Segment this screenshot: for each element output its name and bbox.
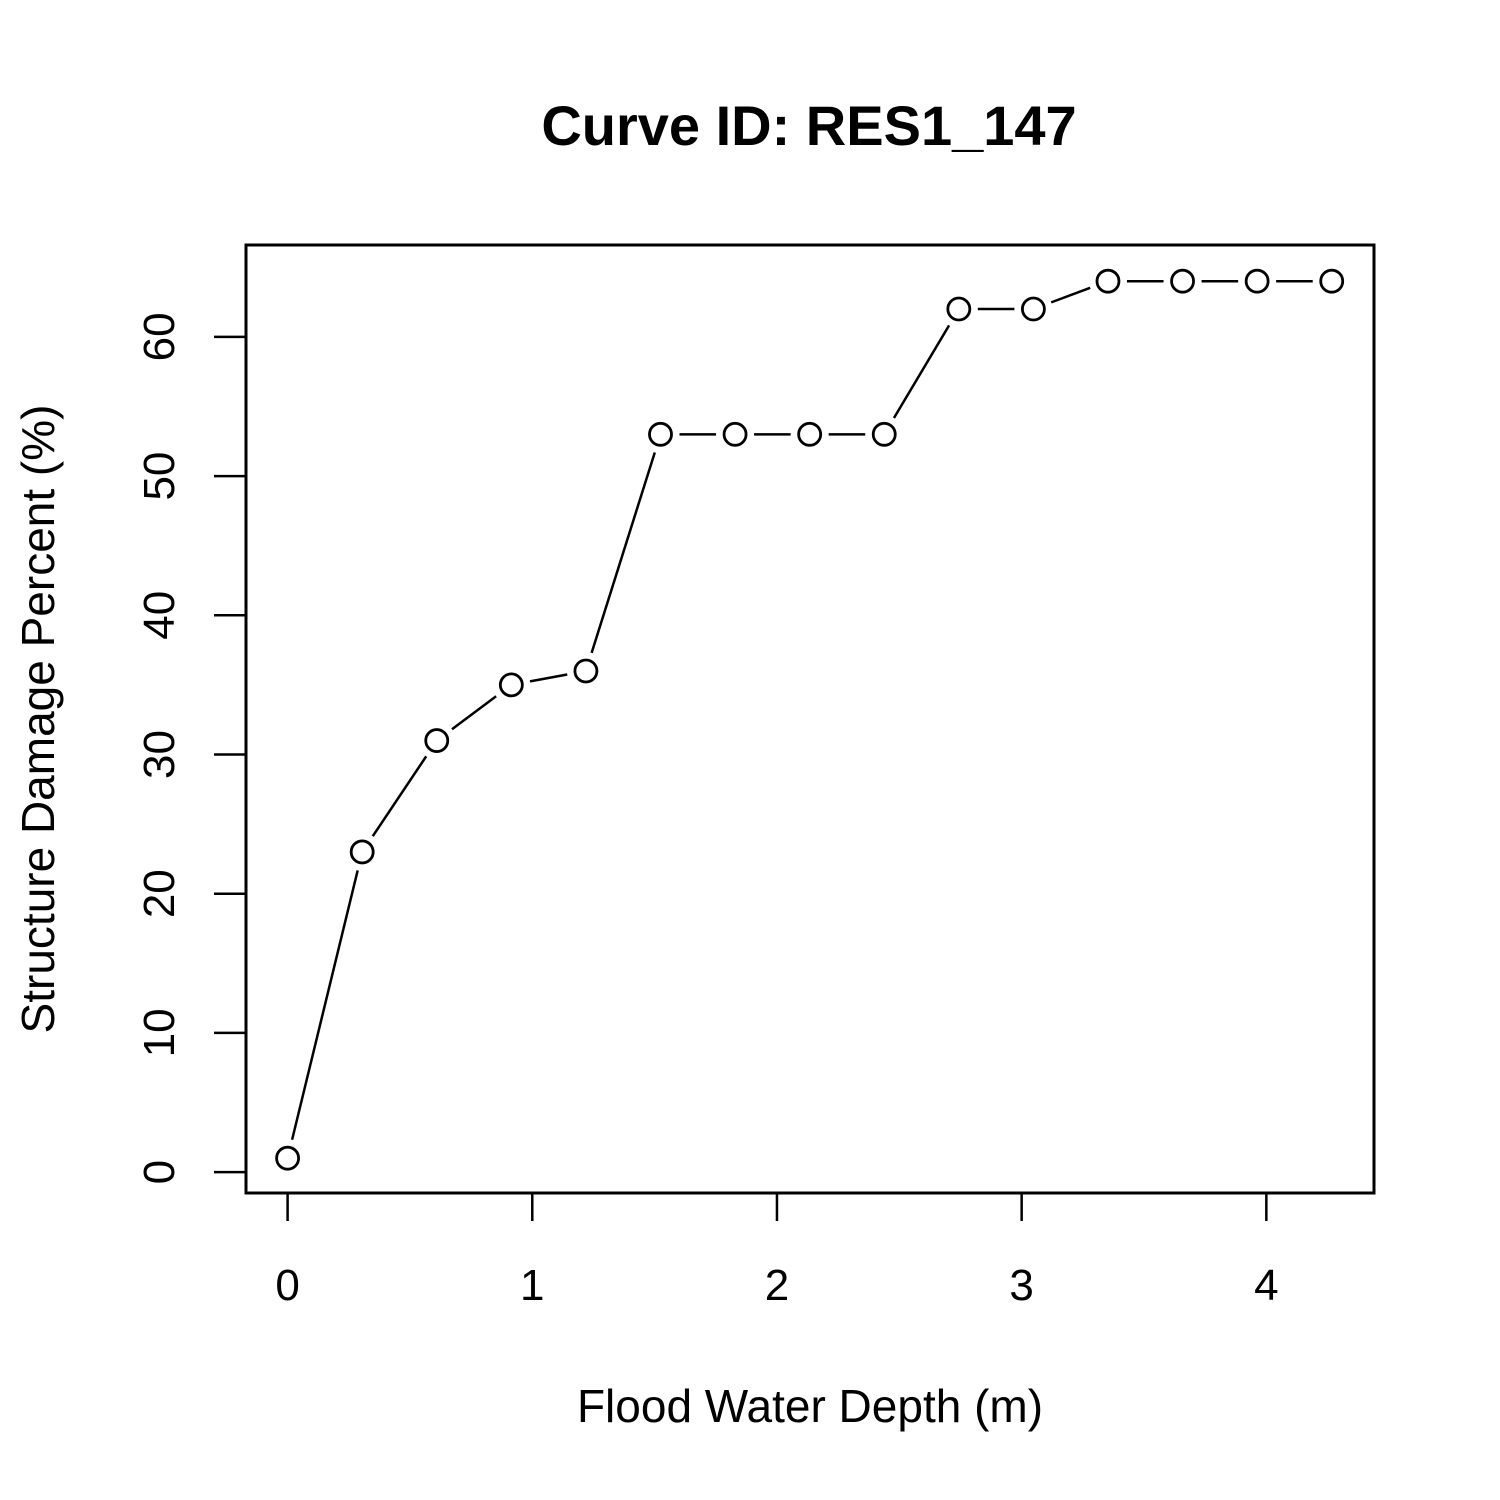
data-point [946, 296, 972, 322]
x-axis: 0 1 2 3 4 [275, 1191, 1279, 1310]
y-tick-label: 50 [135, 452, 184, 501]
series-segment [451, 695, 497, 731]
x-tick-label: 3 [1009, 1261, 1033, 1310]
data-point [648, 421, 673, 447]
data-point [424, 728, 450, 753]
data-point [1170, 268, 1195, 294]
data-point [498, 672, 524, 698]
y-tick-label: 0 [135, 1160, 184, 1184]
y-axis-label: Structure Damage Percent (%) [12, 405, 64, 1034]
y-tick-label: 10 [135, 1008, 184, 1057]
series-segment [590, 452, 656, 654]
line-segments [290, 279, 1313, 1141]
data-point [275, 1145, 300, 1171]
series-segment [892, 324, 951, 419]
x-tick-label: 4 [1254, 1261, 1278, 1310]
x-tick-label: 1 [520, 1261, 544, 1310]
series-segment [529, 673, 568, 683]
series-segment [371, 755, 428, 837]
y-tick-label: 20 [135, 869, 184, 918]
data-point [1319, 268, 1345, 294]
y-tick-label: 30 [135, 730, 184, 779]
chart-title: Curve ID: RES1_147 [541, 94, 1076, 157]
data-point [1244, 268, 1270, 294]
y-axis: 0 10 20 30 40 50 60 [135, 312, 248, 1184]
data-point [1020, 296, 1046, 322]
data-points [275, 268, 1345, 1171]
x-tick-label: 0 [275, 1261, 299, 1310]
x-tick-label: 2 [765, 1261, 789, 1310]
series-segment [290, 870, 359, 1141]
y-tick-label: 40 [135, 591, 184, 640]
data-point [871, 421, 897, 447]
series-segment [1050, 286, 1091, 304]
data-point [1095, 268, 1121, 294]
data-point [573, 658, 599, 684]
plot-frame [244, 243, 1376, 1195]
data-point [797, 421, 823, 447]
x-axis-label: Flood Water Depth (m) [577, 1380, 1043, 1432]
y-tick-label: 60 [135, 312, 184, 361]
data-point [722, 421, 748, 447]
data-point [349, 839, 375, 865]
